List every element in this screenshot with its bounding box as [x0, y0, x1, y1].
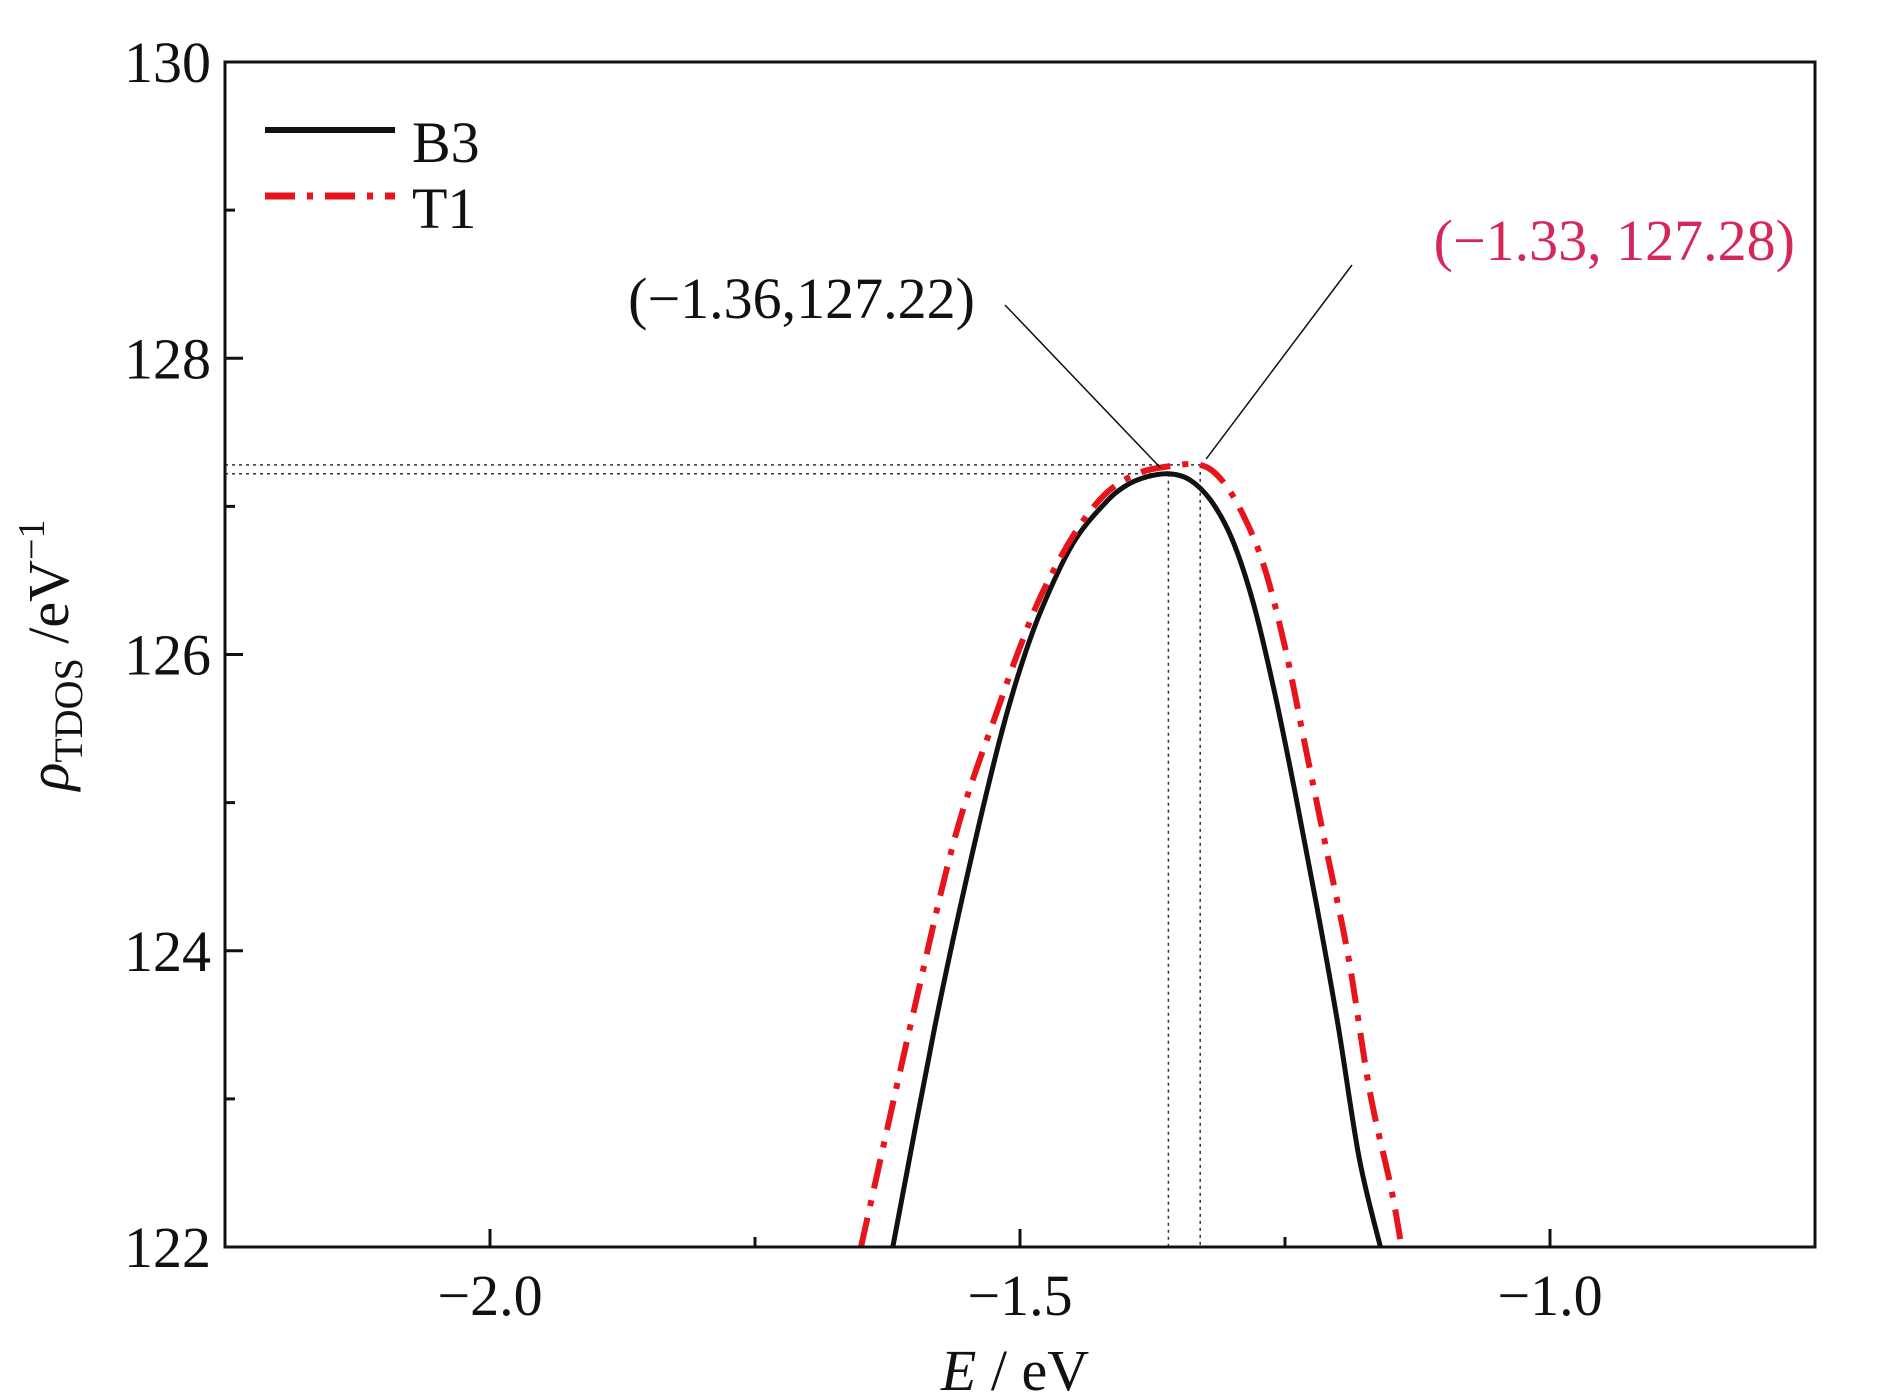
plot-frame: [223, 60, 1817, 1249]
annotation-leader-0: [1004, 304, 1161, 469]
x-axis-unit: / eV: [976, 1338, 1089, 1396]
y-tick-label-2: 126: [124, 623, 211, 688]
y-tick-label-3: 128: [124, 326, 211, 391]
annotation-label-1: (−1.33, 127.28): [1434, 208, 1795, 273]
annotation-label-0: (−1.36,127.22): [628, 266, 975, 331]
x-tick-label-1: −1.5: [967, 1263, 1072, 1328]
series-line-T1: [858, 460, 1405, 1248]
legend-label-B3: B3: [412, 110, 480, 175]
series-lines: [858, 460, 1405, 1248]
x-tick-label-0: −2.0: [437, 1263, 542, 1328]
y-axis-superscript: −1: [11, 520, 53, 560]
x-tick-label-2: −1.0: [1497, 1263, 1602, 1328]
series-line-B3: [890, 471, 1383, 1248]
y-tick-label-1: 124: [124, 919, 211, 984]
peak-guide-lines: [225, 464, 1201, 1247]
peak-annotations: (−1.36,127.22) (−1.33, 127.28): [628, 208, 1795, 469]
y-axis-var: ρ: [16, 763, 81, 793]
y-axis-title: ρTDOS /eV−1: [11, 520, 91, 793]
y-tick-label-4: 130: [124, 30, 211, 95]
y-tick-label-0: 122: [124, 1215, 211, 1280]
annotation-leader-1: [1205, 264, 1353, 460]
legend-label-T1: T1: [412, 176, 476, 241]
x-axis-title: E / eV: [940, 1338, 1089, 1396]
y-axis-unit: /eV: [16, 560, 81, 658]
y-axis-subscript: TDOS: [46, 658, 91, 762]
axis-ticks: −2.0 −1.5 −1.0 122 124 126 128 130: [124, 30, 1603, 1328]
x-axis-var: E: [940, 1338, 976, 1396]
